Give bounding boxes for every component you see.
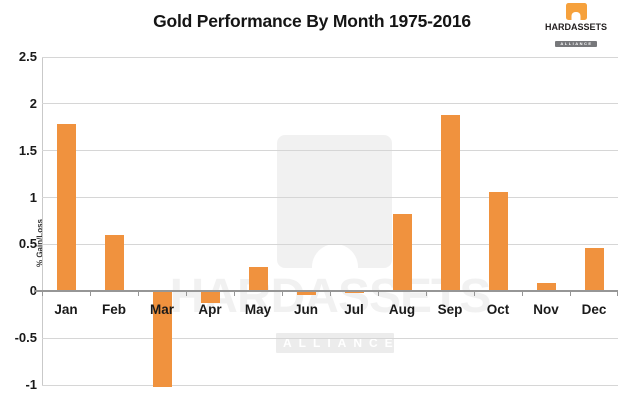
x-axis-label: Dec (581, 302, 607, 318)
hardassets-logo-icon (565, 3, 587, 20)
bar (392, 213, 412, 292)
y-axis-label: -0.5 (14, 330, 37, 346)
y-axis-label: 2.5 (18, 49, 37, 64)
x-axis-label: Mar (149, 302, 174, 318)
y-axis-label: -1 (25, 377, 37, 392)
bar (56, 123, 76, 292)
plot-area: HARDASSETS ALLIANCE Jan Feb Mar Apr May Jun Ju… (34, 56, 618, 387)
bar (200, 291, 220, 303)
bar (248, 266, 268, 292)
y-axis-label: 2 (29, 95, 37, 111)
axis-tick (474, 291, 475, 297)
y-axis-label: 1 (29, 189, 37, 205)
x-axis-label: May (244, 302, 272, 318)
bar (296, 291, 316, 296)
gridline (42, 384, 618, 386)
watermark-alliance-text: ALLIANCE (276, 333, 394, 353)
axis-tick (617, 291, 618, 297)
axis-tick (42, 291, 43, 297)
bar (104, 235, 124, 292)
chart-title: Gold Performance By Month 1975-2016 (153, 11, 471, 31)
axis-tick (378, 291, 379, 297)
bar (584, 248, 604, 292)
axis-tick (426, 291, 427, 297)
logo-alliance-badge: ALLIANCE (555, 40, 597, 47)
watermark-notch-shape (311, 244, 358, 268)
x-axis-label: Jul (344, 302, 364, 318)
axis-tick (186, 291, 187, 297)
x-axis-label: Apr (198, 302, 222, 318)
hardassets-logo: HARDASSETS ALLIANCE (544, 3, 608, 50)
gridline (42, 197, 618, 199)
x-axis-label: Oct (486, 302, 510, 318)
axis-tick (282, 291, 283, 297)
x-axis-line (34, 290, 618, 293)
gridline (42, 103, 618, 105)
axis-tick (90, 291, 91, 297)
logo-brand-text: HARDASSETS (544, 22, 607, 32)
axis-tick (234, 291, 235, 297)
bar (488, 191, 508, 292)
x-axis-label: Feb (101, 302, 126, 318)
bar (536, 282, 556, 292)
y-axis-label: 1.5 (18, 142, 37, 158)
gridline (42, 150, 618, 152)
axis-tick (522, 291, 523, 297)
watermark-brand-text: HARDASSETS (169, 270, 492, 323)
x-axis-label: Jan (54, 302, 78, 318)
axis-tick (570, 291, 571, 297)
x-axis-label: Jun (293, 302, 318, 318)
gridline (42, 56, 618, 58)
y-axis-label: 0 (0, 282, 37, 300)
gridline (42, 337, 618, 339)
bar (152, 291, 172, 387)
bar (440, 115, 460, 292)
x-axis-label: Sep (437, 302, 463, 318)
y-axis-label: 0.5 (18, 236, 37, 252)
axis-tick (330, 291, 331, 297)
y-axis-line (42, 57, 43, 385)
gridline (42, 243, 618, 245)
axis-tick (138, 291, 139, 297)
x-axis-label: Aug (388, 302, 416, 318)
logo-notch-shape (571, 12, 581, 20)
x-axis-label: Nov (533, 302, 559, 318)
watermark-logo-icon (277, 135, 392, 268)
